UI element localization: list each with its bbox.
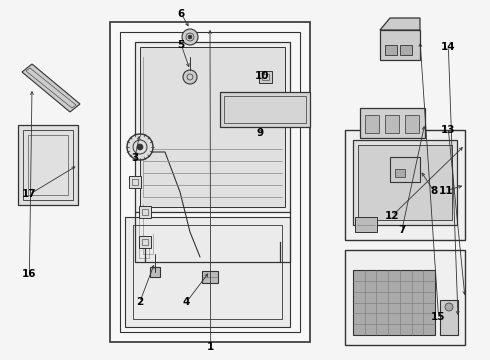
Bar [353,270,435,335]
Text: 2: 2 [136,297,143,307]
Text: 9: 9 [256,128,263,138]
Bar [262,74,269,80]
Bar [353,140,457,225]
Bar [400,45,412,55]
Bar [142,239,148,245]
Bar [440,300,458,335]
Text: 1: 1 [207,342,214,352]
Bar [220,92,310,127]
Bar [365,115,379,133]
Bar [345,130,465,240]
Bar [120,32,300,332]
Bar [380,30,420,60]
Bar [355,217,377,232]
Polygon shape [22,64,80,112]
Bar [390,157,420,182]
Text: 16: 16 [22,269,37,279]
Bar [110,22,310,342]
Bar [405,115,419,133]
Text: 10: 10 [255,71,270,81]
Circle shape [137,144,143,150]
Bar [129,176,141,188]
Bar [358,145,452,220]
Bar [385,45,397,55]
Bar [360,108,425,138]
Bar [142,209,148,215]
Text: 14: 14 [441,42,456,52]
Text: 6: 6 [178,9,185,19]
Bar [385,115,399,133]
Text: 15: 15 [431,312,446,322]
Text: 12: 12 [385,211,399,221]
Text: 3: 3 [131,153,138,163]
Bar [18,125,78,205]
Bar [139,206,151,218]
Text: 8: 8 [430,186,437,196]
Bar [139,236,151,248]
Circle shape [183,70,197,84]
Bar [28,135,68,195]
Circle shape [188,35,192,39]
Bar [133,225,282,319]
Circle shape [127,134,153,160]
Polygon shape [380,18,420,30]
Circle shape [182,29,198,45]
Bar [23,130,73,200]
Bar [140,47,285,207]
Text: 13: 13 [441,125,456,135]
Text: 5: 5 [178,40,185,50]
Text: 7: 7 [398,225,406,235]
Text: 4: 4 [182,297,190,307]
Bar [345,250,465,345]
Text: 17: 17 [22,189,37,199]
Bar [125,217,290,327]
Bar [150,267,160,277]
Bar [224,96,306,123]
Text: 11: 11 [439,186,453,196]
Bar [395,169,405,177]
Bar [135,42,290,212]
Bar [259,71,272,83]
Bar [202,271,218,283]
Bar [132,179,138,185]
Circle shape [445,303,453,311]
